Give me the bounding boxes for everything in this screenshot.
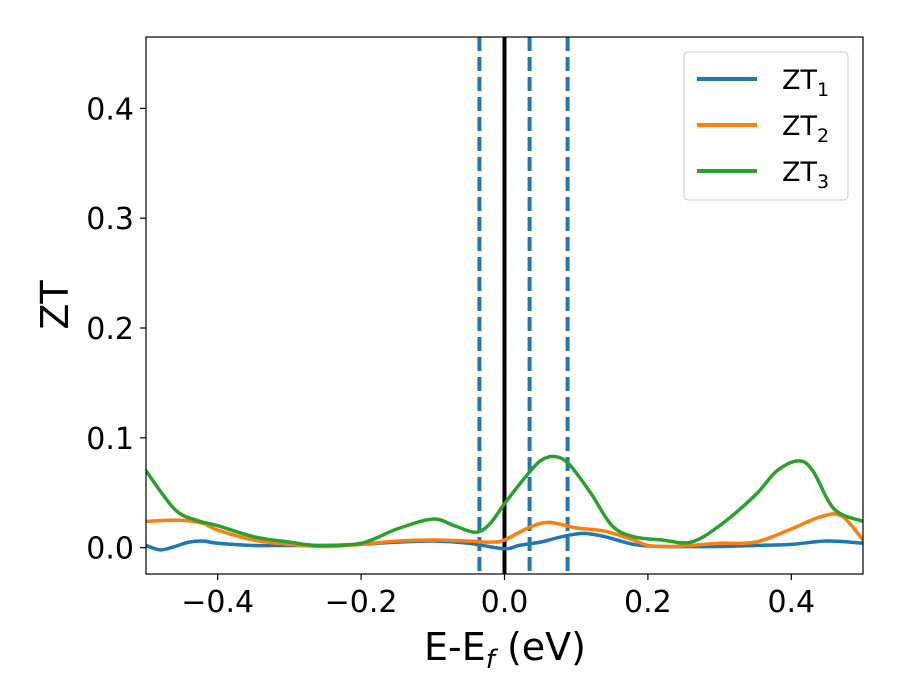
legend: ZT1 ZT2 ZT3 <box>683 51 849 201</box>
y-axis: 0.0 0.1 0.2 0.3 0.4 <box>86 92 146 567</box>
series-line-zt3 <box>146 454 863 548</box>
y-tick-label: 0.0 <box>86 532 134 567</box>
reference-lines <box>477 37 570 574</box>
legend-label-zt1: ZT1 <box>782 65 829 101</box>
series-line-zt2 <box>146 512 863 549</box>
legend-box <box>683 51 849 201</box>
x-tick-label: 0.0 <box>481 585 529 620</box>
y-tick-label: 0.1 <box>86 422 134 457</box>
legend-label-zt2: ZT2 <box>782 111 829 147</box>
y-tick-label: 0.4 <box>86 92 134 127</box>
y-axis-label: ZT <box>33 280 77 330</box>
x-tick-label: −0.2 <box>325 585 398 620</box>
legend-label-zt3: ZT3 <box>782 157 829 193</box>
series-line-zt1 <box>146 531 863 552</box>
x-axis-label-unit: (eV) <box>495 625 586 669</box>
x-tick-label: 0.2 <box>624 585 672 620</box>
x-axis-label: E-Ef (eV) <box>424 625 586 675</box>
y-tick-label: 0.3 <box>86 202 134 237</box>
series-lines <box>146 454 863 552</box>
x-tick-label: −0.4 <box>181 585 254 620</box>
x-axis: −0.4 −0.2 0.0 0.2 0.4 <box>181 574 815 620</box>
x-tick-label: 0.4 <box>767 585 815 620</box>
y-tick-label: 0.2 <box>86 312 134 347</box>
